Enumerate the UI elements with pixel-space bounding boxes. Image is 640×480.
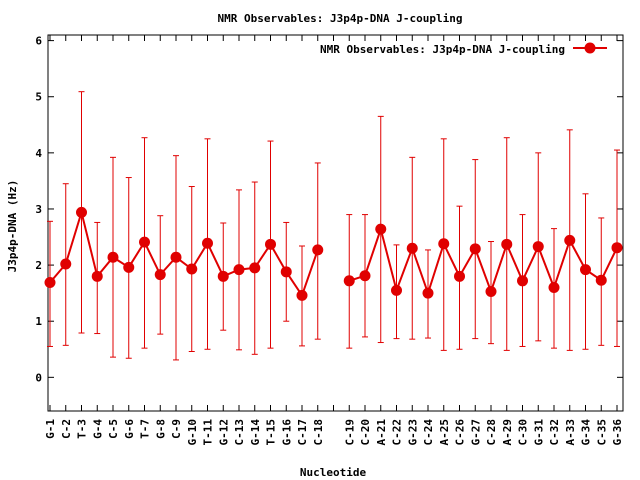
data-point (580, 264, 591, 276)
x-tick-label: C-2 (60, 419, 73, 439)
data-point (154, 269, 166, 281)
x-tick-label: G-16 (280, 419, 293, 446)
x-tick-label: C-24 (422, 419, 435, 446)
y-tick-label: 3 (35, 203, 42, 216)
data-point (564, 234, 576, 246)
data-point (296, 289, 308, 301)
x-tick-label: G-4 (91, 419, 104, 439)
series-line (348, 225, 618, 297)
data-point (485, 285, 497, 297)
legend: NMR Observables: J3p4p-DNA J-coupling (320, 42, 607, 56)
data-point (532, 241, 544, 253)
x-tick-label: A-29 (501, 419, 514, 446)
data-point (517, 275, 528, 287)
x-tick-label: C-17 (296, 419, 309, 446)
x-tick-label: G-12 (217, 419, 230, 446)
x-tick-label: C-20 (359, 419, 372, 446)
data-point (611, 242, 623, 254)
legend-label: NMR Observables: J3p4p-DNA J-coupling (320, 43, 565, 56)
data-point (375, 223, 387, 235)
x-tick-label: C-28 (485, 419, 498, 446)
data-point (60, 258, 72, 270)
y-tick-label: 4 (35, 147, 42, 160)
data-point (123, 261, 135, 273)
x-tick-label: C-22 (391, 419, 404, 446)
data-point (406, 242, 418, 254)
x-tick-label: T-15 (265, 419, 278, 446)
data-point (202, 237, 213, 249)
y-tick-label: 1 (35, 315, 42, 328)
series-line (49, 208, 319, 298)
data-point (501, 238, 513, 250)
data-point (217, 270, 229, 282)
x-tick-label: G-36 (611, 419, 624, 446)
x-tick-label: T-7 (139, 419, 152, 439)
x-tick-label: G-14 (249, 419, 262, 446)
x-tick-label: G-31 (532, 419, 545, 446)
x-tick-label: C-35 (595, 419, 608, 446)
y-axis: 0 1 2 3 4 5 6 (35, 35, 623, 384)
x-tick-label: C-9 (170, 419, 183, 439)
data-point (438, 238, 450, 250)
x-tick-label: G-23 (406, 419, 419, 446)
y-tick-label: 5 (35, 91, 42, 104)
chart-title: NMR Observables: J3p4p-DNA J-coupling (217, 12, 462, 25)
x-tick-label: C-18 (312, 419, 325, 446)
x-tick-label: G-10 (186, 419, 199, 446)
x-tick-label: G-8 (154, 419, 167, 439)
data-point (44, 276, 56, 288)
x-tick-label: A-25 (438, 419, 451, 446)
x-tick-label: G-27 (469, 419, 482, 446)
y-axis-label: J3p4p-DNA (Hz) (6, 180, 19, 273)
data-point (422, 287, 434, 299)
x-tick-label: C-19 (343, 419, 356, 446)
data-point (312, 244, 324, 256)
y-tick-label: 0 (35, 371, 42, 384)
data-point (91, 270, 103, 282)
x-tick-label: C-32 (548, 419, 561, 446)
data-point (280, 266, 292, 278)
x-tick-label: C-26 (454, 419, 467, 446)
plot-frame (47, 34, 624, 412)
y-tick-label: 2 (35, 259, 42, 272)
data-series (44, 91, 623, 361)
data-point (469, 243, 481, 255)
x-tick-label: T-11 (202, 419, 215, 446)
x-tick-label: C-13 (233, 419, 246, 446)
data-point (454, 270, 465, 282)
data-point (186, 263, 198, 275)
x-tick-label: C-5 (107, 419, 120, 439)
data-point (233, 264, 245, 276)
data-point (548, 282, 560, 294)
x-tick-label: A-21 (375, 419, 388, 446)
legend-marker (584, 42, 596, 54)
data-point (107, 251, 119, 263)
data-point (359, 270, 371, 282)
data-point (139, 236, 150, 248)
x-tick-label: C-30 (517, 419, 530, 446)
y-tick-label: 6 (35, 35, 42, 48)
x-axis: G-1 C-2 T-3 G-4 C-5 G-6 T-7 G-8 C-9 G-10 T-11 G-12 C… (44, 35, 624, 446)
x-axis-label: Nucleotide (300, 466, 367, 479)
data-point (265, 238, 276, 250)
data-point (249, 262, 261, 274)
x-tick-label: A-33 (564, 419, 577, 446)
data-point (391, 284, 402, 296)
x-tick-label: G-34 (580, 419, 593, 446)
x-tick-label: G-6 (123, 419, 136, 439)
data-point (170, 251, 182, 263)
data-point (595, 274, 607, 286)
data-point (76, 206, 87, 218)
x-tick-label: G-1 (44, 419, 57, 439)
data-point (343, 275, 355, 287)
x-tick-label: T-3 (76, 419, 89, 439)
